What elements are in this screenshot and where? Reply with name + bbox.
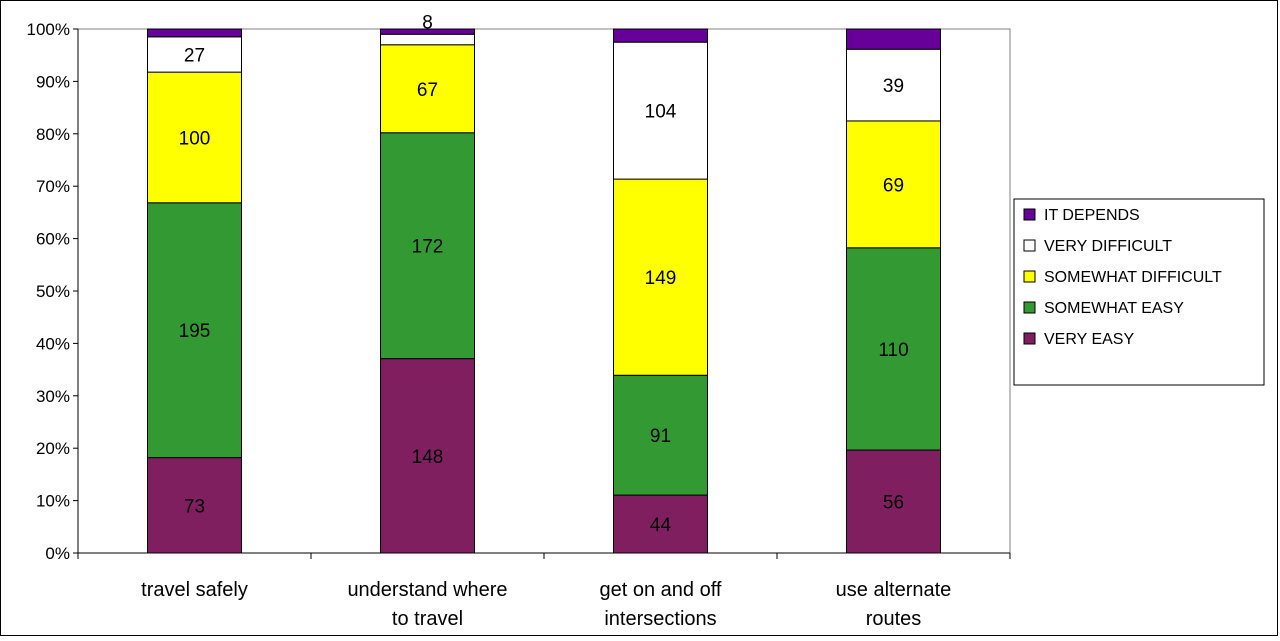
bar-segment-very-difficult xyxy=(613,41,708,180)
data-label: 69 xyxy=(883,175,904,196)
y-tick-label: 30% xyxy=(36,387,70,406)
data-label: 8 xyxy=(422,12,433,33)
bar-segment-very-difficult xyxy=(846,48,941,122)
bar-segment-very-easy xyxy=(846,449,941,554)
legend-swatch-very-difficult xyxy=(1023,239,1036,252)
x-tick-label-line: travel safely xyxy=(141,579,248,601)
data-label: 56 xyxy=(883,493,904,514)
legend-label-very-easy: VERY EASY xyxy=(1044,331,1134,348)
bars: 73 195 100 27 148 172 67 8 44 91 149 104 56 110 69 39 xyxy=(147,12,941,554)
data-label: 73 xyxy=(184,496,205,517)
legend-box xyxy=(1013,198,1265,386)
bar-segment-somewhat-easy xyxy=(380,132,475,360)
bar-segment-somewhat-difficult xyxy=(613,178,708,376)
data-label: 110 xyxy=(878,340,908,361)
data-label: 67 xyxy=(417,80,438,101)
bar-segment-somewhat-easy xyxy=(613,374,708,496)
y-tick-label: 100% xyxy=(27,20,70,39)
data-label: 148 xyxy=(412,447,444,468)
x-tick-label: use alternate routes xyxy=(836,579,952,630)
legend-swatch-somewhat-difficult xyxy=(1023,270,1036,283)
x-tick-label-line: understand where xyxy=(347,579,507,601)
y-axis: 0% 10% 20% 30% 40% 50% 60% 70% 80% 90% 100% xyxy=(27,20,79,563)
y-tick-label: 70% xyxy=(36,177,70,196)
y-tick-label: 80% xyxy=(36,125,70,144)
bar-segment-it-depends xyxy=(613,28,708,43)
data-label: 104 xyxy=(645,102,677,123)
bar-segment-somewhat-difficult xyxy=(846,120,941,249)
bar-segment-it-depends xyxy=(380,28,475,35)
legend-label-very-difficult: VERY DIFFICULT xyxy=(1044,238,1172,255)
bar-segment-somewhat-easy xyxy=(147,202,242,459)
y-tick-label: 20% xyxy=(36,439,70,458)
legend-swatch-it-depends xyxy=(1023,208,1036,221)
y-tick-label: 90% xyxy=(36,72,70,91)
y-tick-label: 10% xyxy=(36,492,70,511)
x-tick-label-line: intersections xyxy=(604,608,716,630)
bar-segment-it-depends xyxy=(147,28,242,38)
data-label: 27 xyxy=(184,45,205,66)
bar-segment-somewhat-difficult xyxy=(147,71,242,204)
data-label: 195 xyxy=(179,321,211,342)
bar-segment-very-easy xyxy=(147,457,242,554)
data-label: 91 xyxy=(650,426,671,447)
x-axis: travel safely understand where to travel ge… xyxy=(77,552,1011,630)
y-tick-label: 60% xyxy=(36,230,70,249)
bar-segment-very-easy xyxy=(380,358,475,554)
bar-segment-very-difficult xyxy=(147,36,242,73)
legend-swatch-very-easy xyxy=(1023,332,1036,345)
y-tick-label: 0% xyxy=(45,544,70,563)
y-tick-label: 50% xyxy=(36,282,70,301)
bar-segment-very-easy xyxy=(613,494,708,554)
legend-label-it-depends: IT DEPENDS xyxy=(1044,207,1140,224)
x-tick-label-line: to travel xyxy=(392,608,463,630)
legend-swatch-somewhat-easy xyxy=(1023,301,1036,314)
data-label: 100 xyxy=(179,128,211,149)
legend-label-somewhat-easy: SOMEWHAT EASY xyxy=(1044,300,1184,317)
x-tick-label: travel safely xyxy=(141,579,248,601)
legend: IT DEPENDS VERY DIFFICULT SOMEWHAT DIFFICU… xyxy=(1013,198,1265,386)
x-tick-label: get on and off intersections xyxy=(600,579,722,630)
data-label: 172 xyxy=(412,237,444,258)
legend-label-somewhat-difficult: SOMEWHAT DIFFICULT xyxy=(1044,269,1222,286)
x-tick-label-line: routes xyxy=(866,608,922,630)
x-tick-label-line: get on and off xyxy=(600,579,722,601)
data-label: 39 xyxy=(883,76,904,97)
x-tick-label: understand where to travel xyxy=(347,579,507,630)
data-label: 149 xyxy=(645,268,677,289)
bar-segment-very-difficult xyxy=(380,33,475,46)
data-label: 44 xyxy=(650,515,672,536)
bar-segment-somewhat-difficult xyxy=(380,44,475,134)
y-tick-label: 40% xyxy=(36,334,70,353)
bar-segment-it-depends xyxy=(846,28,941,50)
x-tick-label-line: use alternate xyxy=(836,579,952,601)
